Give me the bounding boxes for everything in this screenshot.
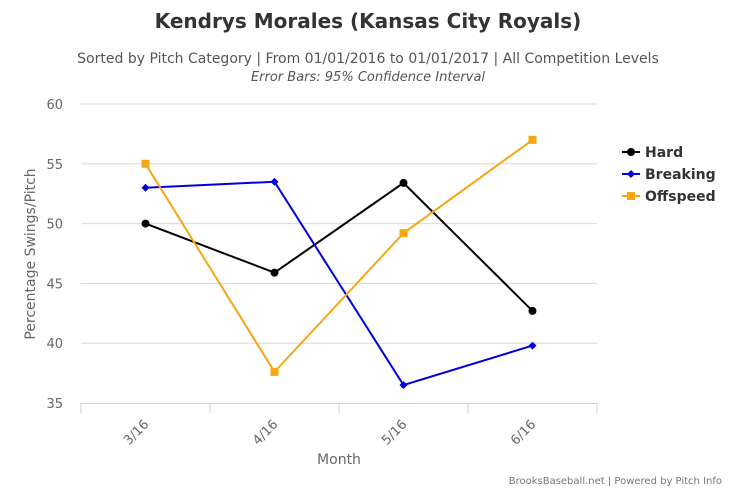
- data-point-offspeed: [399, 229, 408, 238]
- data-point-breaking: [141, 183, 150, 192]
- chart-subtitle-error-bars: Error Bars: 95% Confidence Interval: [251, 70, 485, 85]
- x-axis-label: Month: [317, 452, 361, 468]
- series-line-offspeed: [144, 139, 534, 374]
- data-point-hard: [270, 268, 279, 277]
- data-point-breaking: [399, 381, 408, 390]
- credit-text[interactable]: BrooksBaseball.net | Powered by Pitch In…: [509, 476, 722, 487]
- legend-marker-hard: [627, 148, 635, 156]
- y-tick-label: 40: [46, 337, 63, 352]
- chart-subtitle: Sorted by Pitch Category | From 01/01/20…: [77, 51, 659, 67]
- x-tick-label: 4/16: [250, 417, 281, 448]
- y-tick-label: 50: [46, 218, 63, 233]
- legend-item-offspeed[interactable]: Offspeed: [622, 189, 716, 205]
- data-point-hard: [528, 306, 537, 315]
- legend-label-offspeed: Offspeed: [645, 189, 716, 205]
- chart-title: Kendrys Morales (Kansas City Royals): [155, 9, 582, 33]
- y-tick-label: 35: [46, 397, 63, 412]
- data-point-hard: [141, 219, 150, 228]
- data-point-offspeed: [141, 159, 150, 168]
- y-tick-label: 55: [46, 158, 63, 173]
- y-tick-label: 45: [46, 277, 63, 292]
- data-point-breaking: [528, 341, 537, 350]
- legend-item-hard[interactable]: Hard: [622, 145, 683, 161]
- series-line-hard: [145, 181, 534, 312]
- x-tick-label: 6/16: [508, 417, 539, 448]
- x-tick-label: 3/16: [121, 417, 152, 448]
- data-point-offspeed: [528, 135, 537, 144]
- legend-item-breaking[interactable]: Breaking: [622, 167, 716, 183]
- legend-label-breaking: Breaking: [645, 167, 716, 183]
- legend-marker-breaking: [627, 170, 635, 178]
- data-point-offspeed: [270, 367, 279, 376]
- data-point-breaking: [270, 177, 279, 186]
- y-tick-label: 60: [46, 98, 63, 113]
- data-point-hard: [399, 178, 408, 187]
- series-line-breaking: [145, 180, 533, 387]
- legend-label-hard: Hard: [645, 145, 683, 161]
- y-axis-label: Percentage Swings/Pitch: [23, 168, 39, 339]
- legend-marker-offspeed: [627, 192, 635, 200]
- x-tick-label: 5/16: [379, 417, 410, 448]
